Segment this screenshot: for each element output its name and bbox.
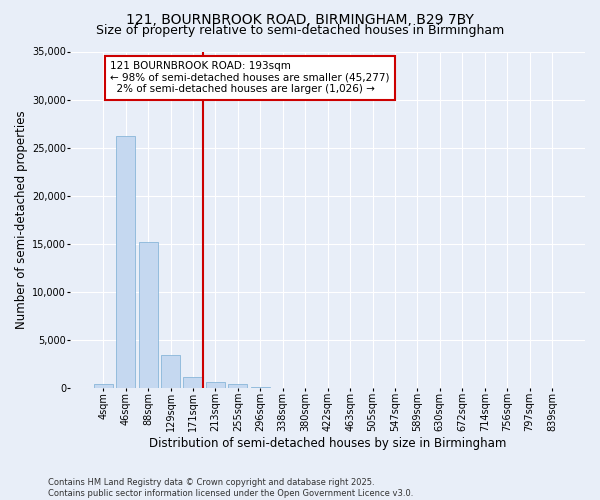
Text: Contains HM Land Registry data © Crown copyright and database right 2025.
Contai: Contains HM Land Registry data © Crown c… (48, 478, 413, 498)
Y-axis label: Number of semi-detached properties: Number of semi-detached properties (15, 110, 28, 329)
Text: 121, BOURNBROOK ROAD, BIRMINGHAM, B29 7BY: 121, BOURNBROOK ROAD, BIRMINGHAM, B29 7B… (126, 12, 474, 26)
Bar (206, 382, 225, 388)
Bar (184, 377, 203, 388)
Text: 121 BOURNBROOK ROAD: 193sqm
← 98% of semi-detached houses are smaller (45,277)
 : 121 BOURNBROOK ROAD: 193sqm ← 98% of sem… (110, 61, 389, 94)
X-axis label: Distribution of semi-detached houses by size in Birmingham: Distribution of semi-detached houses by … (149, 437, 506, 450)
Bar (251, 387, 270, 388)
Bar (94, 384, 113, 388)
Bar (229, 384, 247, 388)
Bar (116, 136, 135, 388)
Text: Size of property relative to semi-detached houses in Birmingham: Size of property relative to semi-detach… (96, 24, 504, 37)
Bar (139, 242, 158, 388)
Bar (161, 355, 180, 388)
